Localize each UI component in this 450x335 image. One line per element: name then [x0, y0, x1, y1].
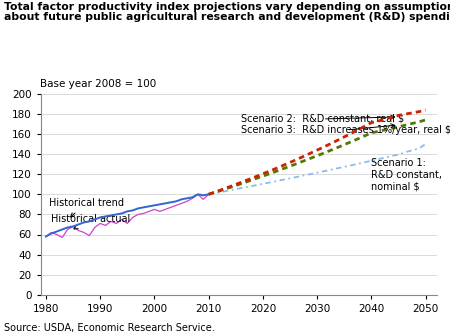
Text: Total factor productivity index projections vary depending on assumptions: Total factor productivity index projecti… [4, 2, 450, 12]
Text: Scenario 1:
R&D constant,
nominal $: Scenario 1: R&D constant, nominal $ [371, 158, 442, 191]
Text: Source: USDA, Economic Research Service.: Source: USDA, Economic Research Service. [4, 323, 215, 333]
Text: Scenario 2:  R&D constant, real $: Scenario 2: R&D constant, real $ [241, 114, 405, 124]
Text: about future public agricultural research and development (R&D) spending: about future public agricultural researc… [4, 12, 450, 22]
Text: Historical actual: Historical actual [51, 214, 130, 229]
Text: Base year 2008 = 100: Base year 2008 = 100 [40, 79, 157, 89]
Text: Scenario 3:  R&D increases 1%/year, real $: Scenario 3: R&D increases 1%/year, real … [241, 124, 450, 135]
Text: Historical trend: Historical trend [49, 198, 124, 217]
